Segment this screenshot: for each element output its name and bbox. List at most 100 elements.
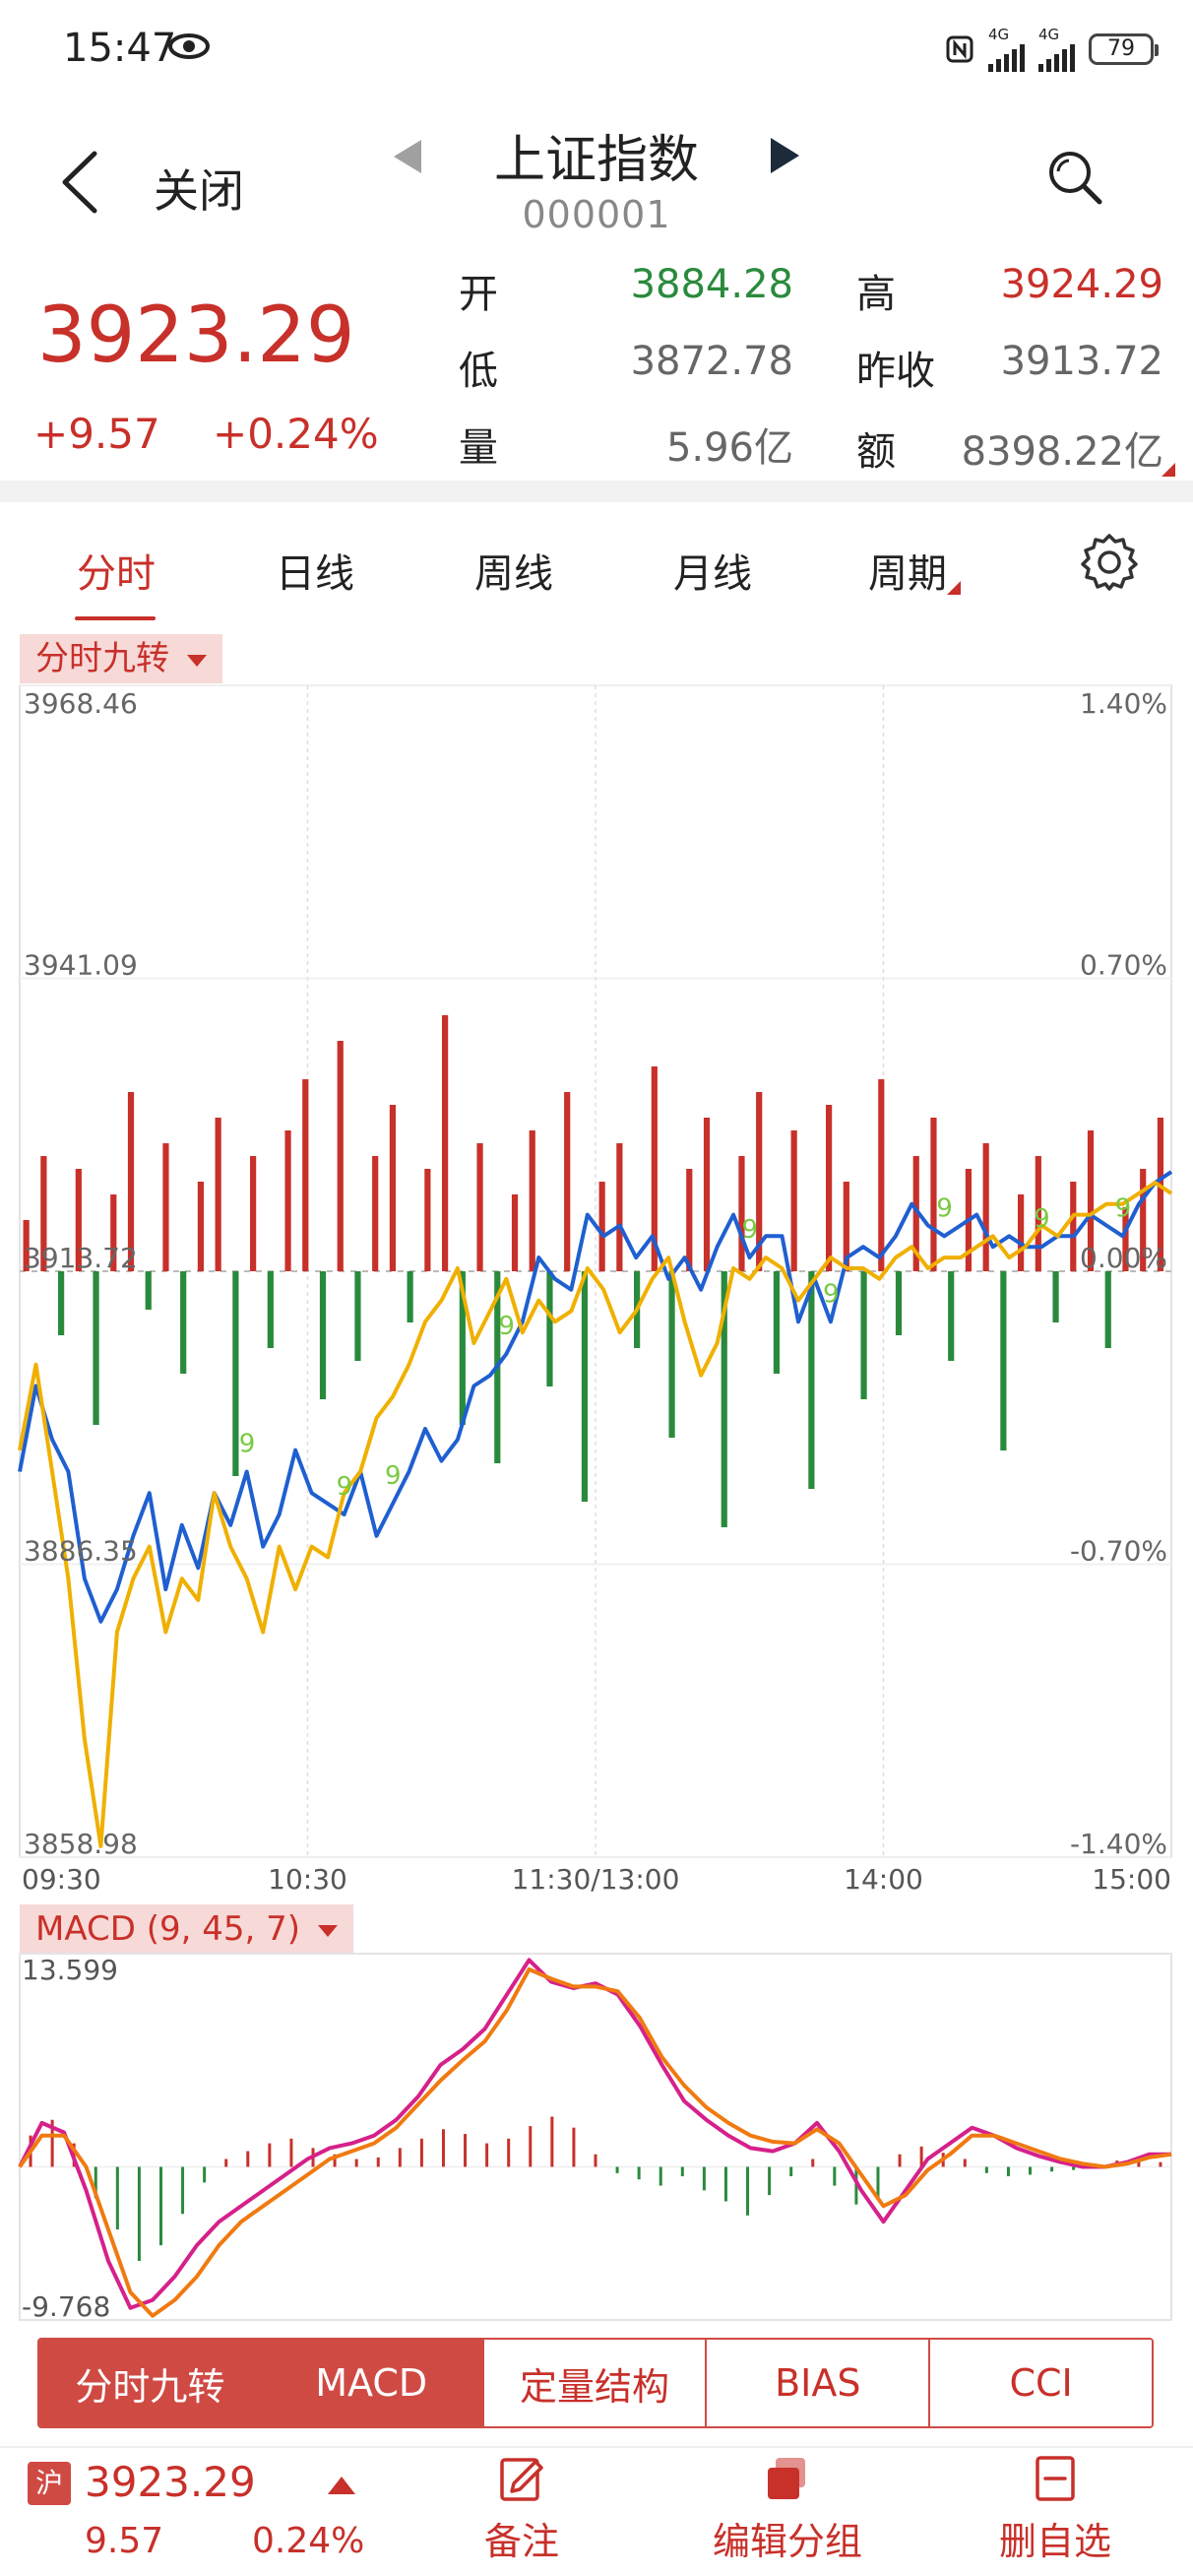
nine-turn-mark: 9 <box>498 1312 515 1341</box>
tab-period[interactable]: 周期 <box>868 551 947 597</box>
close-button[interactable]: 关闭 <box>154 164 244 218</box>
signal-bars-2-icon <box>1038 42 1075 72</box>
indicator-btn-cci[interactable]: CCI <box>928 2340 1152 2426</box>
back-icon[interactable] <box>57 148 100 217</box>
volume-bar <box>180 1271 187 1374</box>
period-dropdown-icon <box>947 581 961 595</box>
edit-group-button[interactable]: 编辑分组 <box>689 2454 886 2565</box>
y-axis-label-right: 0.70% <box>1080 949 1167 982</box>
prev-close-value: 3913.72 <box>1000 339 1163 384</box>
x-axis-tick-label: 09:30 <box>22 1863 101 1896</box>
bottom-price: 3923.29 <box>85 2458 256 2506</box>
volume-bar <box>546 1271 553 1386</box>
volume-bar <box>790 1130 797 1271</box>
macd-dif-line <box>18 1958 1171 2310</box>
volume-bar <box>668 1271 675 1438</box>
dropdown-caret-icon <box>187 654 207 667</box>
volume-bar <box>267 1271 274 1348</box>
volume-bar <box>581 1271 589 1502</box>
remove-watchlist-button[interactable]: 删自选 <box>957 2454 1154 2565</box>
status-time: 15:47 <box>63 26 177 71</box>
volume-bar <box>372 1156 379 1271</box>
volume-bar <box>215 1118 221 1271</box>
tab-weekly[interactable]: 周线 <box>474 551 553 597</box>
remove-label: 删自选 <box>998 2520 1111 2563</box>
volume-bar <box>1087 1130 1095 1271</box>
note-button[interactable]: 备注 <box>423 2454 620 2565</box>
nine-turn-mark: 9 <box>1115 1193 1132 1223</box>
volume-bar <box>860 1271 867 1399</box>
volume-bar <box>878 1079 885 1271</box>
volume-bar <box>1052 1271 1059 1322</box>
volume-bar <box>93 1271 99 1425</box>
group-icon <box>768 2458 805 2499</box>
low-label: 低 <box>459 349 498 394</box>
volume-bar <box>459 1271 466 1425</box>
prev-stock-icon[interactable] <box>392 138 423 175</box>
volume-bar <box>1000 1271 1007 1450</box>
indicator-btn-macd[interactable]: MACD <box>260 2340 482 2426</box>
open-value: 3884.28 <box>630 262 793 307</box>
y-axis-label-left: 3858.98 <box>24 1828 138 1860</box>
tab-intraday[interactable]: 分时 <box>77 551 156 597</box>
y-axis-label-right: -0.70% <box>1070 1535 1167 1568</box>
y-axis-label-right: 1.40% <box>1080 687 1167 720</box>
gear-icon[interactable] <box>1079 532 1140 593</box>
volume-bar <box>40 1156 47 1271</box>
indicator-btn-nine-turn[interactable]: 分时九转 <box>39 2340 261 2426</box>
indicator-label-macd[interactable]: MACD (9, 45, 7) <box>20 1904 354 1954</box>
open-label: 开 <box>459 272 498 317</box>
volume-bar <box>948 1271 955 1361</box>
bottom-change-pct: 0.24% <box>252 2521 365 2561</box>
volume-bar <box>826 1105 833 1271</box>
indicator-btn-quant-structure[interactable]: 定量结构 <box>481 2340 706 2426</box>
status-indicators: 4G 4G 79 <box>945 27 1159 72</box>
expand-corner-icon[interactable] <box>1162 463 1175 477</box>
macd-chart[interactable]: 13.599 -9.768 <box>0 1950 1193 2324</box>
volume-bar <box>564 1092 571 1271</box>
quote-panel: 3923.29 +9.57 +0.24% 开 3884.28 高 3924.29… <box>0 256 1193 481</box>
indicator-btn-bias[interactable]: BIAS <box>705 2340 929 2426</box>
volume-bar <box>337 1041 344 1271</box>
volume-bar <box>442 1015 449 1271</box>
volume-bar <box>1104 1271 1111 1348</box>
tab-daily[interactable]: 日线 <box>276 551 354 597</box>
nine-turn-mark: 9 <box>337 1472 353 1502</box>
next-stock-icon[interactable] <box>768 136 801 175</box>
amount-label: 额 <box>856 429 896 475</box>
status-bar: 15:47 4G 4G 79 <box>0 0 1193 98</box>
volume-bar <box>127 1092 135 1271</box>
active-tab-underline <box>75 616 156 620</box>
volume-bar <box>389 1105 397 1271</box>
volume-bar <box>843 1182 849 1271</box>
volume-bar <box>808 1271 815 1489</box>
signal-1: 4G <box>988 27 1025 72</box>
volume-label: 量 <box>459 425 498 471</box>
dropdown-caret-icon <box>318 1924 339 1937</box>
up-arrow-icon <box>328 2477 355 2494</box>
x-axis-tick-label: 10:30 <box>268 1863 347 1896</box>
signal-2: 4G <box>1038 27 1075 72</box>
note-label: 备注 <box>483 2520 559 2563</box>
network-type-2: 4G <box>1038 26 1060 43</box>
nine-turn-mark: 9 <box>823 1279 840 1309</box>
battery-icon: 79 <box>1089 33 1159 65</box>
stock-code: 000001 <box>522 193 671 236</box>
volume-bar <box>529 1130 535 1271</box>
volume-bar <box>721 1271 727 1527</box>
search-icon[interactable] <box>1045 148 1104 207</box>
volume-bar <box>302 1079 309 1271</box>
bottom-bar: 沪 3923.29 9.57 0.24% 备注 编辑分组 删自选 <box>0 2446 1193 2576</box>
volume-bar <box>738 1156 745 1271</box>
macd-frame <box>19 1953 1172 2321</box>
tab-monthly[interactable]: 月线 <box>673 551 752 597</box>
intraday-chart[interactable]: 9 9 9 9 9 9 9 9 9 3968.46 3941.09 3913.72 3886.35 385… <box>0 679 1193 1897</box>
volume-bar <box>773 1271 781 1374</box>
high-value: 3924.29 <box>1000 262 1163 307</box>
volume-bar <box>912 1156 919 1271</box>
nine-turn-mark: 9 <box>1034 1204 1050 1234</box>
indicator-label-nine-turn[interactable]: 分时九转 <box>20 634 222 683</box>
volume-bar <box>162 1143 169 1271</box>
price-change-pct: +0.24% <box>213 410 379 458</box>
header: 关闭 上证指数 000001 <box>0 108 1193 256</box>
